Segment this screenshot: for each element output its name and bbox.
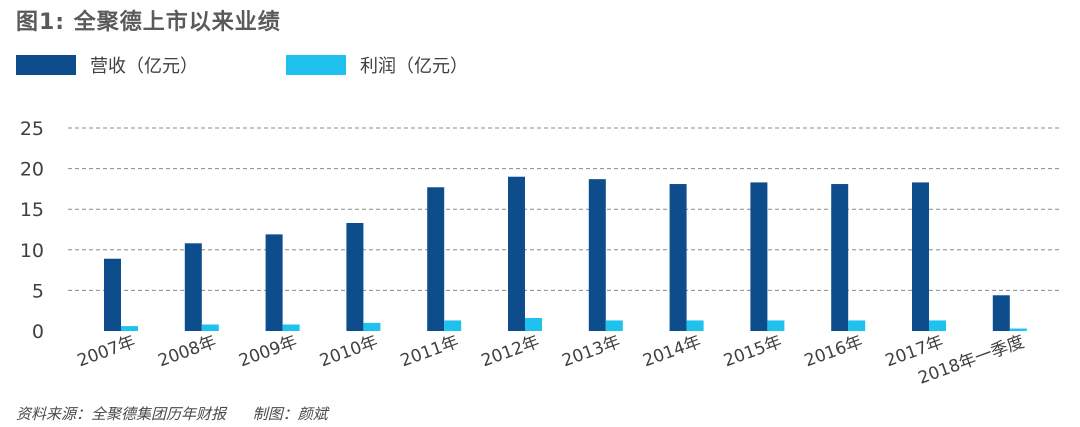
- source-note: 资料来源：全聚德集团历年财报: [16, 405, 227, 423]
- bar-profit: [1009, 328, 1027, 331]
- bar-profit: [605, 320, 623, 331]
- bar-profit: [525, 318, 542, 331]
- y-tick-label: 20: [20, 159, 44, 181]
- bar-revenue: [508, 176, 525, 331]
- x-tick-label: 2013年: [560, 332, 623, 371]
- bar-profit: [686, 320, 704, 331]
- bar-revenue: [427, 187, 445, 331]
- y-tick-label: 5: [32, 280, 44, 302]
- x-tick-label: 2014年: [640, 332, 703, 371]
- x-tick-label: 2012年: [479, 332, 542, 371]
- legend-swatch-revenue: [16, 55, 76, 75]
- y-tick-label: 10: [20, 240, 44, 262]
- bar-profit: [444, 320, 462, 331]
- bar-profit: [282, 324, 300, 331]
- bar-profit: [363, 322, 381, 331]
- bar-revenue: [912, 182, 929, 331]
- y-tick-label: 0: [32, 321, 44, 343]
- bar-revenue: [750, 182, 768, 331]
- bar-revenue: [992, 295, 1010, 331]
- y-tick-label: 25: [20, 118, 44, 140]
- bar-revenue: [669, 184, 687, 331]
- x-tick-label: 2009年: [236, 332, 299, 371]
- bar-profit: [767, 320, 785, 331]
- legend-item-profit: 利润（亿元）: [286, 52, 468, 78]
- legend-item-revenue: 营收（亿元）: [16, 52, 198, 78]
- bar-profit: [121, 326, 138, 331]
- legend-label-revenue: 营收（亿元）: [90, 56, 198, 77]
- bar-revenue: [588, 179, 606, 331]
- bar-profit: [848, 320, 866, 331]
- x-tick-label: 2015年: [721, 332, 784, 371]
- legend: 营收（亿元） 利润（亿元）: [16, 52, 616, 78]
- maker-note: 制图：颜斌: [252, 405, 328, 423]
- bar-revenue: [184, 243, 202, 331]
- footer: 资料来源：全聚德集团历年财报 制图：颜斌: [16, 403, 328, 424]
- bar-profit: [929, 320, 946, 331]
- chart-title: 图1: 全聚德上市以来业绩: [16, 10, 281, 35]
- bar-revenue: [831, 184, 849, 331]
- bar-revenue: [346, 223, 364, 331]
- x-tick-label: 2008年: [156, 332, 219, 371]
- x-tick-label: 2007年: [75, 332, 138, 371]
- legend-label-profit: 利润（亿元）: [360, 56, 468, 77]
- x-tick-label: 2010年: [317, 332, 380, 371]
- x-tick-label: 2011年: [398, 332, 461, 371]
- bar-revenue: [104, 258, 121, 331]
- y-tick-label: 15: [20, 199, 44, 221]
- bar-profit: [201, 324, 219, 331]
- legend-swatch-profit: [286, 55, 346, 75]
- x-tick-label: 2016年: [802, 332, 865, 371]
- bar-revenue: [265, 234, 283, 331]
